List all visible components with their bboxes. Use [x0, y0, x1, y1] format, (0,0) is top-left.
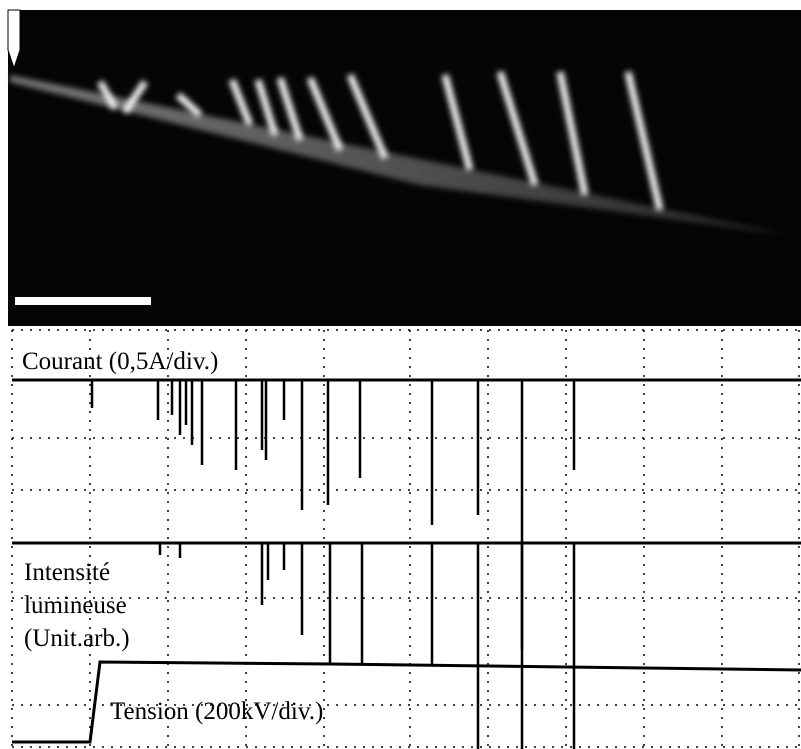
photograph	[7, 9, 801, 326]
current-spikes	[90, 380, 576, 650]
oscilloscope: Courant (0,5A/div.) Intensité lumineuse …	[11, 329, 801, 749]
light-label: lumineuse	[24, 592, 127, 619]
insulator-surface	[10, 75, 790, 235]
electrode	[7, 9, 21, 70]
discharge-streaks	[96, 70, 664, 211]
light-label: Intensité	[24, 559, 110, 586]
grid	[11, 329, 801, 749]
scale-bar	[15, 297, 151, 305]
light-spikes	[158, 543, 576, 749]
voltage-trace	[12, 660, 801, 744]
current-label: Courant (0,5A/div.)	[22, 348, 218, 375]
light-label: (Unit.arb.)	[24, 625, 130, 652]
voltage-label: Tension (200kV/div.)	[110, 698, 323, 725]
